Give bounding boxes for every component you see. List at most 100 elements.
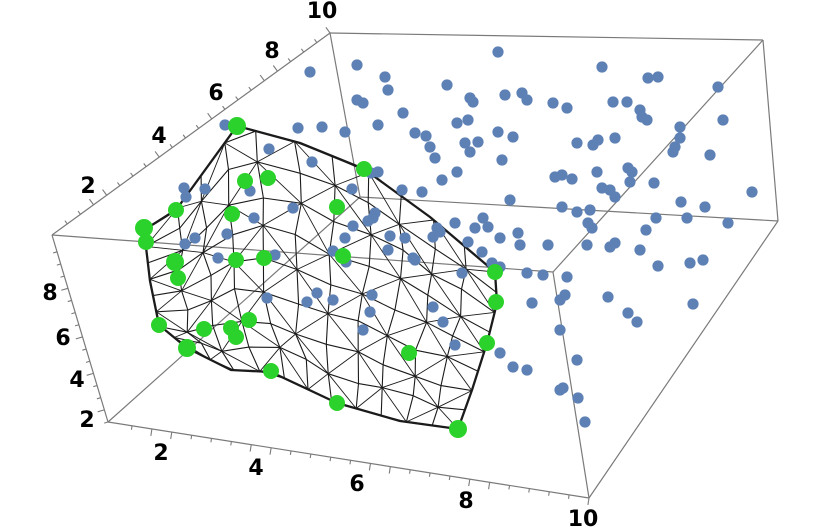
mesh-diagonal xyxy=(279,347,309,390)
box-edge-T1-V xyxy=(329,32,361,198)
box-edge-V-R xyxy=(359,196,779,222)
scatter-point xyxy=(537,269,549,281)
scatter-point xyxy=(384,230,396,242)
z-left-axis-minor-tick xyxy=(96,397,101,400)
scatter-point xyxy=(681,212,693,224)
scatter-point xyxy=(492,46,504,58)
scatter-point xyxy=(346,183,358,195)
mesh-diagonal xyxy=(399,219,434,225)
x-bottom-axis-minor-tick xyxy=(329,457,332,462)
scatter-point xyxy=(496,154,508,166)
mesh-u-line xyxy=(405,219,436,423)
scatter-point xyxy=(609,132,621,144)
box-edge-X-L xyxy=(51,234,554,273)
mesh-diagonal xyxy=(400,278,427,323)
mesh-diagonal xyxy=(186,331,223,352)
scatter-point xyxy=(399,232,411,244)
box-edges xyxy=(51,32,779,499)
scatter-point xyxy=(704,149,716,161)
scatter-point xyxy=(456,267,468,279)
scatter-point xyxy=(409,127,421,139)
mesh-diagonal xyxy=(259,347,281,372)
scatter-point xyxy=(382,84,394,96)
mesh-diagonal xyxy=(186,300,212,333)
mesh-diagonal xyxy=(406,406,439,423)
scatter-point xyxy=(327,294,339,306)
mesh-diagonal xyxy=(398,224,432,275)
y-upper-left-axis-major-tick xyxy=(88,198,95,206)
mesh-vertex-point xyxy=(263,363,279,379)
mesh-diagonal xyxy=(262,225,298,270)
mesh-diagonal xyxy=(400,273,432,279)
mesh-diagonal xyxy=(460,311,495,317)
scatter-point xyxy=(269,249,281,261)
mesh-diagonal xyxy=(295,333,329,374)
scatter-point xyxy=(641,114,653,126)
scatter-point xyxy=(579,416,591,428)
scatter-point xyxy=(469,222,481,234)
box-edge-T1-T2 xyxy=(329,32,764,41)
y-upper-left-axis-minor-tick xyxy=(130,172,134,177)
x-bottom-axis-major-tick xyxy=(150,428,153,436)
scatter-point xyxy=(591,166,603,178)
scatter-point xyxy=(427,301,439,313)
mesh-diagonal xyxy=(357,351,383,388)
scatter-point xyxy=(684,257,696,269)
x-bottom-axis-major-tick xyxy=(249,444,252,452)
mesh-diagonal xyxy=(301,185,336,204)
scatter-point xyxy=(669,141,681,153)
scatter-point xyxy=(566,173,578,185)
z-left-axis-minor-tick xyxy=(71,312,76,315)
scatter-point xyxy=(179,238,191,250)
scatter-point xyxy=(687,298,699,310)
mesh-v-line xyxy=(152,257,485,353)
x-bottom-axis-minor-tick xyxy=(190,435,193,440)
mesh-diagonal xyxy=(211,300,243,322)
scatter-point xyxy=(648,177,660,189)
scatter-point xyxy=(382,244,394,256)
mesh-diagonal xyxy=(357,335,388,353)
mesh-diagonal xyxy=(426,322,448,357)
x-bottom-axis-major-tick xyxy=(368,463,372,471)
mesh-u-line xyxy=(325,155,336,401)
mesh-vertex-point xyxy=(168,202,184,218)
x-bottom-axis-label: 10 xyxy=(568,507,599,532)
mesh-diagonal xyxy=(370,234,401,279)
z-left-axis-label: 2 xyxy=(79,408,94,433)
mesh-diagonal xyxy=(382,375,416,389)
mesh-vertex-point xyxy=(335,248,351,264)
mesh-vertex-point xyxy=(237,173,253,189)
scatter-point xyxy=(459,137,471,149)
scatter-point xyxy=(407,252,419,264)
scatter-point xyxy=(675,196,687,208)
mesh-vertices-group xyxy=(135,117,504,438)
scatter-point xyxy=(364,306,376,318)
scatter-point xyxy=(339,126,351,138)
scatter-point xyxy=(584,204,596,216)
scatter-point xyxy=(746,186,758,198)
scatter-point xyxy=(451,166,463,178)
mesh-diagonal xyxy=(296,253,330,270)
scatter-point xyxy=(592,134,604,146)
mesh-vertex-point xyxy=(151,317,167,333)
x-bottom-axis-major-tick xyxy=(468,479,471,487)
scatter-point xyxy=(571,354,583,366)
scatter-point xyxy=(379,71,391,83)
scatter-point xyxy=(586,222,598,234)
scatter-point xyxy=(542,239,554,251)
z-left-axis-minor-tick xyxy=(85,360,90,363)
scatter-point xyxy=(199,183,211,195)
scatter-point xyxy=(512,227,524,239)
scatter-point xyxy=(631,316,643,328)
mesh-diagonal xyxy=(355,387,383,409)
mesh-diagonal xyxy=(381,387,407,423)
mesh-vertex-point xyxy=(170,270,186,286)
mesh-vertex-point xyxy=(224,206,240,222)
mesh-vertex-point xyxy=(135,219,153,237)
x-bottom-axis-minor-tick xyxy=(349,460,352,465)
scatter-point xyxy=(351,94,363,106)
mesh-vertex-point xyxy=(178,339,196,357)
scatter-point xyxy=(347,220,359,232)
box-edge-B2-B1 xyxy=(107,421,590,499)
